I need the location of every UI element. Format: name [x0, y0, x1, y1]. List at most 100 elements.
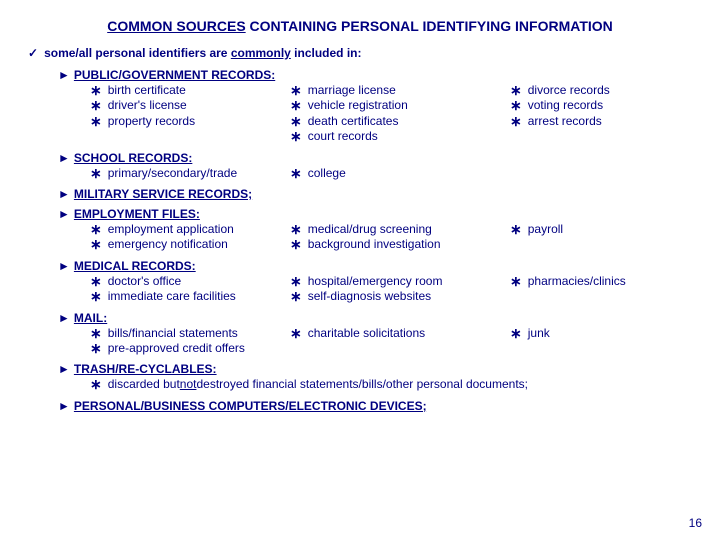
star-icon: ∗	[90, 326, 102, 341]
section-title: MAIL:	[74, 311, 107, 325]
star-icon: ∗	[290, 98, 302, 113]
star-icon: ∗	[90, 83, 102, 98]
trash-pre: discarded but	[108, 377, 180, 392]
col1: ∗bills/financial statements ∗pre-approve…	[90, 326, 290, 357]
list-item: ∗ pharmacies/clinics	[510, 274, 670, 289]
intro-suffix: included in:	[291, 46, 362, 60]
star-icon: ∗	[290, 326, 302, 341]
col1: ∗ primary/secondary/trade	[90, 166, 290, 181]
list-item: ∗ discarded but not destroyed financial s…	[90, 377, 528, 392]
triangle-icon: ►	[58, 259, 70, 273]
items-row: ∗birth certificate ∗driver's license ∗pr…	[58, 83, 692, 145]
page-title: COMMON SOURCES CONTAINING PERSONAL IDENT…	[28, 18, 692, 34]
list-item: ∗ birth certificate	[90, 83, 290, 98]
star-icon: ∗	[510, 83, 522, 98]
section-title: PERSONAL/BUSINESS COMPUTERS/ELECTRONIC D…	[74, 399, 427, 413]
col3	[510, 166, 670, 181]
star-icon: ∗	[510, 114, 522, 129]
triangle-icon: ►	[58, 207, 70, 221]
list-item: ∗charitable solicitations	[290, 326, 510, 341]
col2: ∗hospital/emergency room ∗ self-diagnosis…	[290, 274, 510, 305]
star-icon: ∗	[290, 129, 302, 144]
list-item: ∗payroll	[510, 222, 670, 237]
col3: ∗divorce records ∗voting records ∗arrest…	[510, 83, 670, 145]
item-text: vehicle registration	[308, 98, 408, 113]
item-text: bills/financial statements	[108, 326, 238, 341]
list-item: ∗divorce records	[510, 83, 670, 98]
item-text: pharmacies/clinics	[528, 274, 626, 289]
star-icon: ∗	[90, 237, 102, 252]
col2: ∗college	[290, 166, 510, 181]
star-icon: ∗	[290, 289, 302, 304]
section-employment: ►EMPLOYMENT FILES: ∗ employment applicati…	[58, 207, 692, 253]
items-row: ∗employment application ∗emergency notif…	[58, 222, 692, 253]
section-title: MEDICAL RECORDS:	[74, 259, 196, 273]
section-title: TRASH/RE-CYCLABLES:	[74, 362, 217, 376]
triangle-icon: ►	[58, 362, 70, 376]
items-row: ∗bills/financial statements ∗pre-approve…	[58, 326, 692, 357]
col1: ∗employment application ∗emergency notif…	[90, 222, 290, 253]
section-school: ►SCHOOL RECORDS: ∗ primary/secondary/trad…	[58, 151, 692, 181]
section-header: ►PUBLIC/GOVERNMENT RECORDS:	[58, 68, 692, 82]
triangle-icon: ►	[58, 68, 70, 82]
list-item: ∗medical/drug screening	[290, 222, 510, 237]
star-icon: ∗	[290, 114, 302, 129]
list-item: ∗ arrest records	[510, 114, 670, 129]
star-icon: ∗	[290, 83, 302, 98]
section-computers: ►PERSONAL/BUSINESS COMPUTERS/ELECTRONIC …	[58, 399, 692, 413]
list-item: ∗ vehicle registration	[290, 98, 510, 113]
item-text: primary/secondary/trade	[108, 166, 237, 181]
list-item: ∗doctor's office	[90, 274, 290, 289]
star-icon: ∗	[510, 222, 522, 237]
section-header: ►SCHOOL RECORDS:	[58, 151, 692, 165]
section-medical: ►MEDICAL RECORDS: ∗doctor's office ∗imme…	[58, 259, 692, 305]
item-text: medical/drug screening	[308, 222, 432, 237]
items-row: ∗doctor's office ∗immediate care facilit…	[58, 274, 692, 305]
col3: ∗payroll	[510, 222, 670, 253]
section-trash: ► TRASH/RE-CYCLABLES: ∗ discarded but not …	[58, 362, 692, 392]
star-icon: ∗	[90, 98, 102, 113]
section-military: ► MILITARY SERVICE RECORDS;	[58, 187, 692, 201]
star-icon: ∗	[290, 237, 302, 252]
item-text: birth certificate	[108, 83, 186, 98]
star-icon: ∗	[90, 114, 102, 129]
item-text: property records	[108, 114, 195, 129]
star-icon: ∗	[90, 341, 102, 356]
triangle-icon: ►	[58, 187, 70, 201]
list-item: ∗ property records	[90, 114, 290, 129]
page-number: 16	[689, 516, 702, 530]
title-underlined: COMMON SOURCES	[107, 18, 245, 34]
star-icon: ∗	[90, 377, 102, 392]
section-header: ►PERSONAL/BUSINESS COMPUTERS/ELECTRONIC …	[58, 399, 692, 413]
list-item: ∗ background investigation	[290, 237, 510, 252]
item-text: arrest records	[528, 114, 602, 129]
col1: ∗doctor's office ∗immediate care facilit…	[90, 274, 290, 305]
item-text: employment application	[108, 222, 234, 237]
item-text: court records	[308, 129, 378, 144]
trash-post: destroyed financial statements/bills/oth…	[196, 377, 528, 392]
section-header: ►EMPLOYMENT FILES:	[58, 207, 692, 221]
col1: ∗birth certificate ∗driver's license ∗pr…	[90, 83, 290, 145]
item-text: background investigation	[308, 237, 441, 252]
star-icon: ∗	[90, 166, 102, 181]
section-header: ► TRASH/RE-CYCLABLES:	[58, 362, 692, 376]
section-mail: ►MAIL: ∗bills/financial statements ∗pre-…	[58, 311, 692, 357]
star-icon: ∗	[90, 274, 102, 289]
star-icon: ∗	[510, 274, 522, 289]
item-text: self-diagnosis websites	[308, 289, 431, 304]
section-title: MILITARY SERVICE RECORDS;	[74, 187, 252, 201]
star-icon: ∗	[510, 326, 522, 341]
list-item: ∗immediate care facilities	[90, 289, 290, 304]
item-text: immediate care facilities	[108, 289, 236, 304]
star-icon: ∗	[290, 166, 302, 181]
item-text: death certificates	[308, 114, 399, 129]
col2: ∗marriage license ∗vehicle registration …	[290, 83, 510, 145]
item-text: marriage license	[308, 83, 396, 98]
title-rest: CONTAINING PERSONAL IDENTIFYING INFORMAT…	[246, 18, 613, 34]
list-item: ∗ self-diagnosis websites	[290, 289, 510, 304]
list-item: ∗hospital/emergency room	[290, 274, 510, 289]
intro-underlined: commonly	[231, 46, 291, 60]
items-row: ∗ primary/secondary/trade ∗college	[58, 166, 692, 181]
trash-u: not	[180, 377, 197, 392]
col3: ∗ pharmacies/clinics	[510, 274, 670, 305]
